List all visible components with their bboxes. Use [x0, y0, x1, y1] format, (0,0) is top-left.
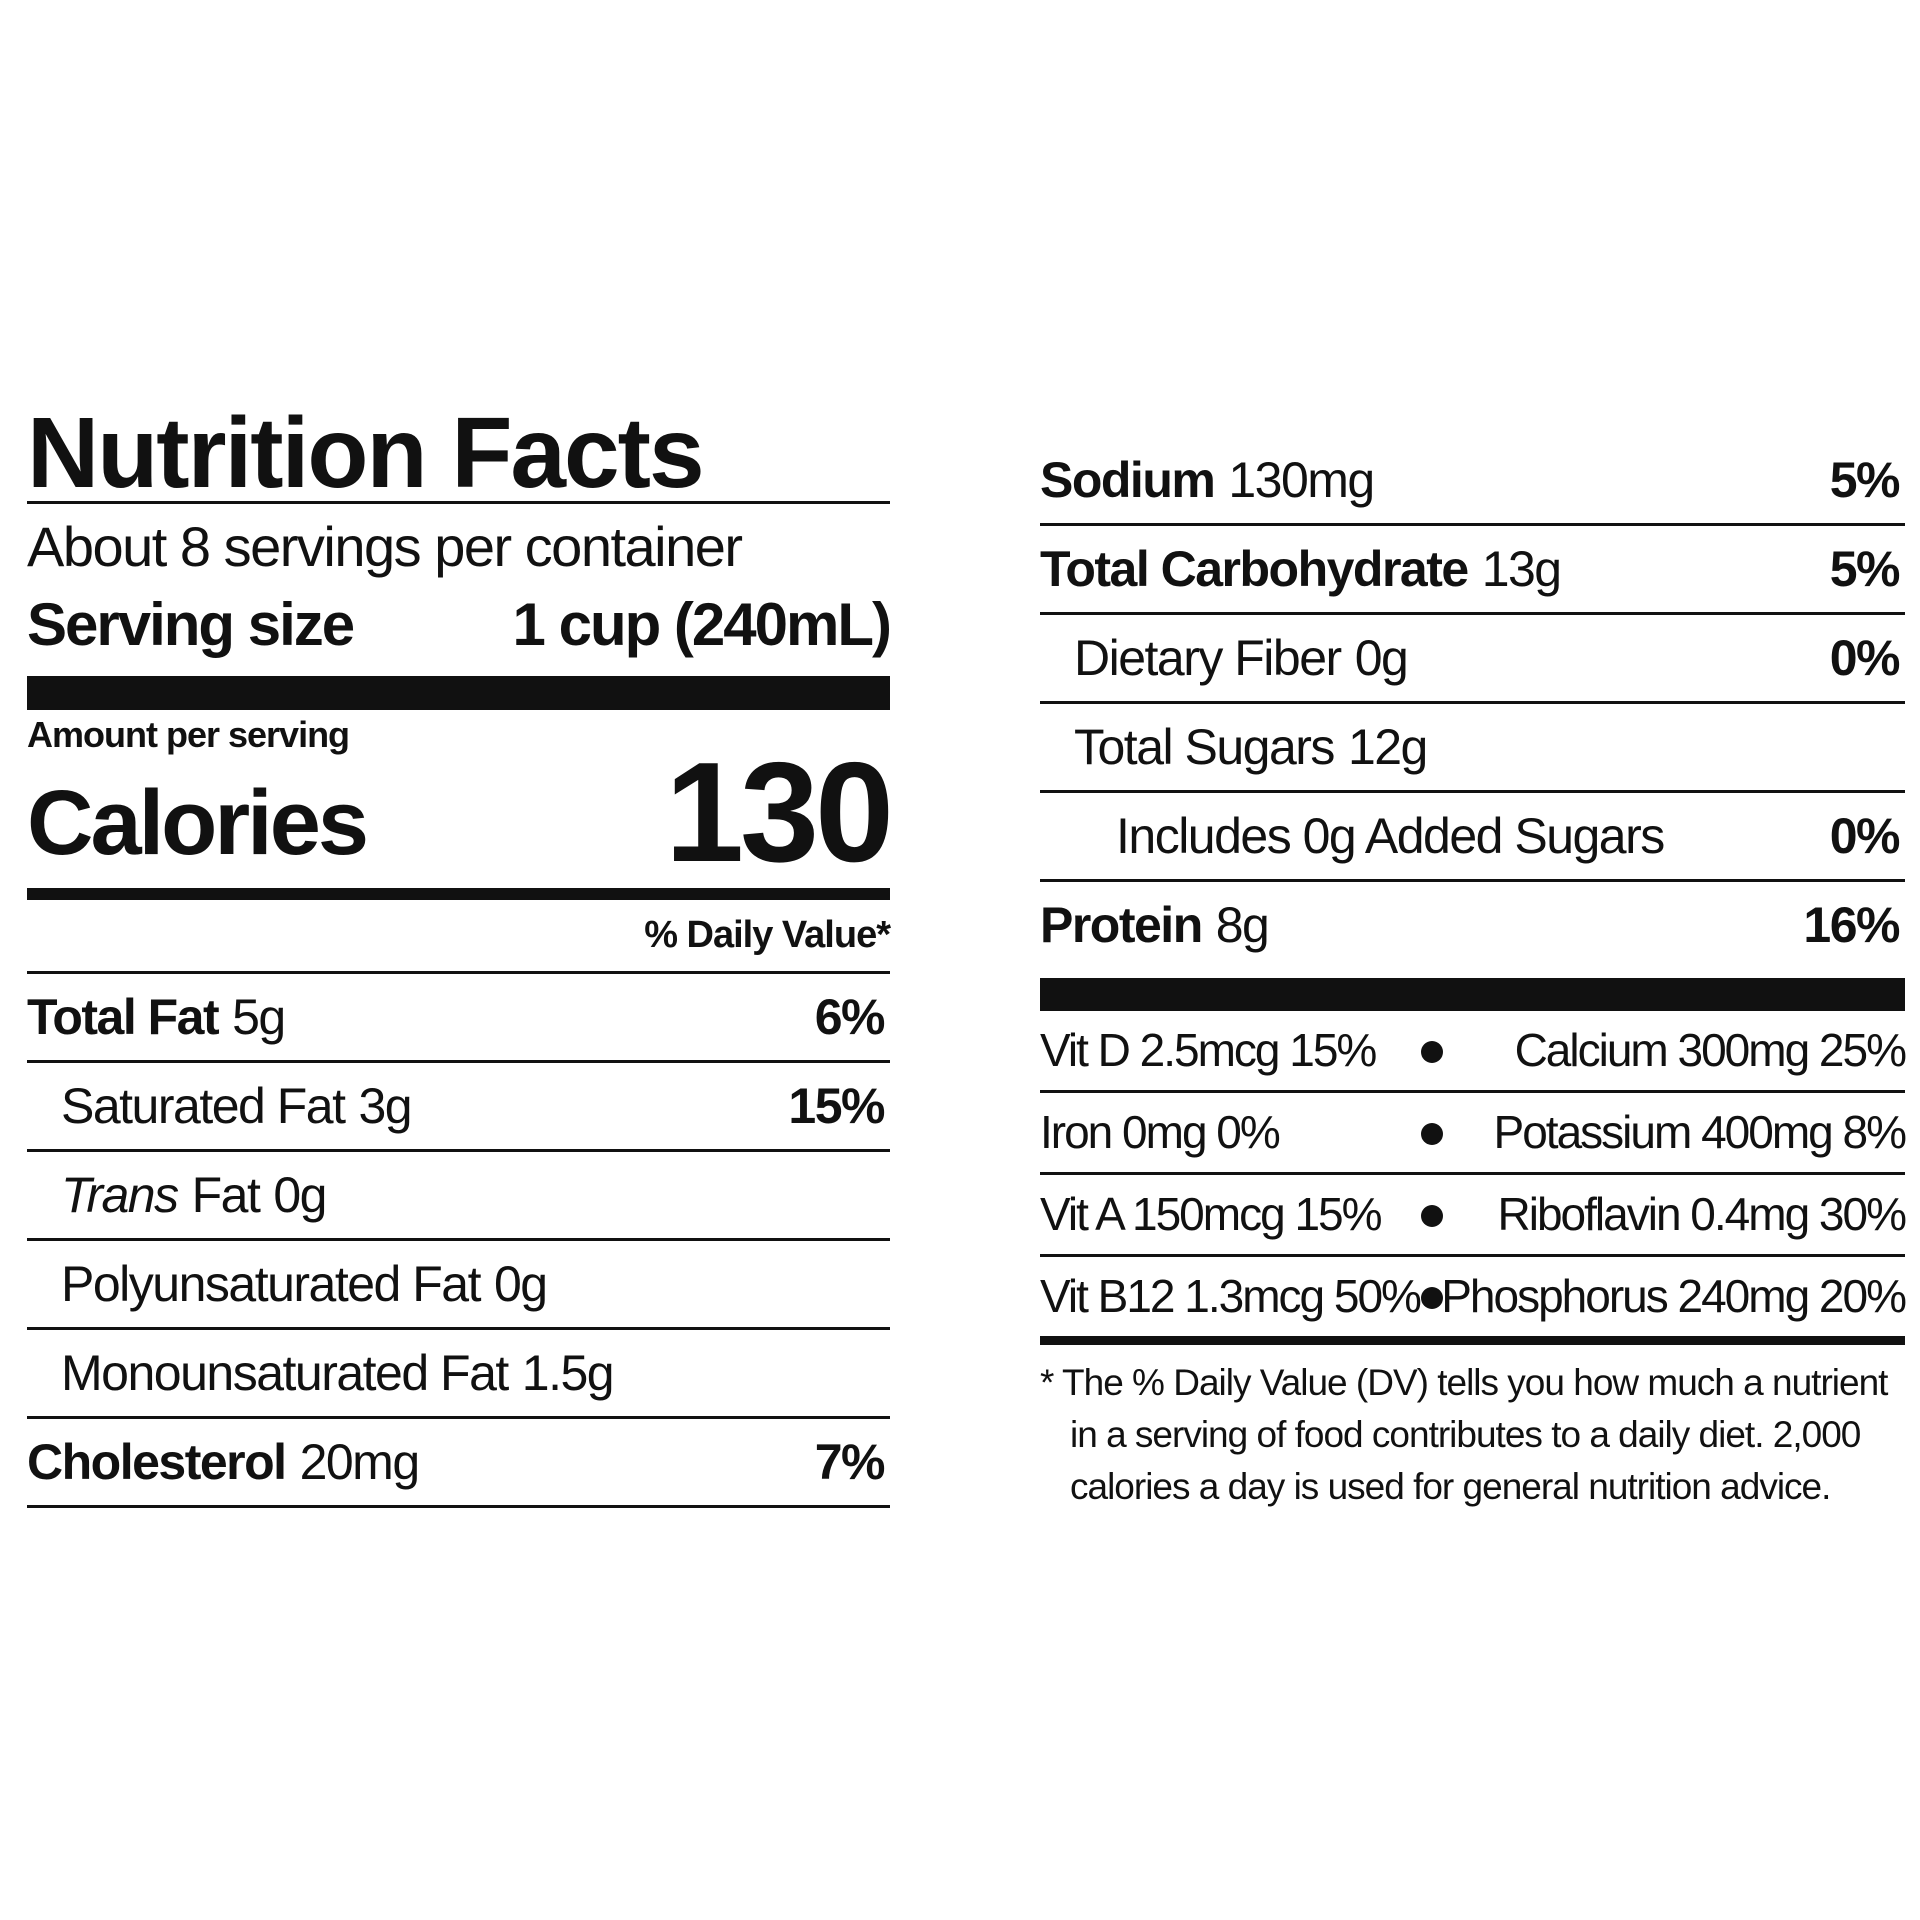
- bullet: [1421, 1041, 1443, 1063]
- nutrient-row: Monounsaturated Fat 1.5g: [27, 1330, 890, 1419]
- vitamin-right: Calcium 300mg 25%: [1514, 1024, 1907, 1076]
- bullet: [1421, 1205, 1443, 1227]
- left-panel: Nutrition Facts About 8 servings per con…: [27, 403, 894, 1508]
- nutrient-row: Includes 0g Added Sugars 0%: [1040, 793, 1905, 882]
- vitamin-left: Iron 0mg 0%: [1040, 1106, 1281, 1158]
- nutrient-amount: 8g: [1215, 897, 1270, 953]
- vitamin-left: Vit A 150mcg 15%: [1040, 1188, 1383, 1240]
- nutrient-dv: 0%: [1829, 630, 1901, 686]
- vitamin-right: Potassium 400mg 8%: [1493, 1106, 1907, 1158]
- nutrient-name: Total Sugars: [1074, 719, 1335, 775]
- serving-size: Serving size 1 cup (240mL): [27, 582, 892, 668]
- nutrient-amount: 20mg: [299, 1434, 421, 1490]
- nutrient-row: Total Fat 5g 6%: [27, 974, 890, 1063]
- nutrient-row: Dietary Fiber 0g 0%: [1040, 615, 1905, 704]
- calories-value: 130: [665, 733, 894, 892]
- medium-rule: [27, 888, 890, 900]
- thick-rule: [27, 676, 890, 710]
- nutrient-dv: 5%: [1829, 452, 1901, 508]
- nutrient-row: Trans Fat 0g: [27, 1152, 890, 1241]
- vitamin-row: Vit B12 1.3mcg 50% Phosphorus 240mg 20%: [1040, 1257, 1907, 1345]
- nutrient-row: Saturated Fat 3g 15%: [27, 1063, 890, 1152]
- serving-size-label: Serving size: [27, 591, 355, 658]
- nutrient-name: Polyunsaturated Fat: [61, 1256, 482, 1312]
- nutrient-row: Total Carbohydrate 13g 5%: [1040, 526, 1905, 615]
- nutrient-amount: 130mg: [1228, 452, 1375, 508]
- bullet: [1421, 1123, 1443, 1145]
- nutrient-name: Fat: [191, 1167, 261, 1223]
- thick-rule: [1040, 978, 1905, 1011]
- servings-per-container: About 8 servings per container: [27, 515, 743, 578]
- nutrient-amount: 13g: [1481, 541, 1562, 597]
- nutrient-amount: 0g: [1354, 630, 1409, 686]
- nutrient-dv: 15%: [788, 1078, 885, 1134]
- nutrient-amount: 3g: [358, 1078, 412, 1134]
- vitamin-left: Vit B12 1.3mcg 50%: [1040, 1270, 1422, 1322]
- nutrient-dv: 0%: [1829, 808, 1901, 864]
- vitamin-row: Vit A 150mcg 15% Riboflavin 0.4mg 30%: [1040, 1175, 1907, 1257]
- nutrient-row: Cholesterol 20mg 7%: [27, 1419, 890, 1508]
- nutrient-amount: 0g: [273, 1167, 327, 1223]
- nutrient-row: Total Sugars 12g: [1040, 704, 1905, 793]
- bullet: [1421, 1287, 1443, 1309]
- vitamin-right: Phosphorus 240mg 20%: [1441, 1270, 1907, 1322]
- vitamin-right: Riboflavin 0.4mg 30%: [1497, 1188, 1907, 1240]
- nutrient-row: Sodium 130mg 5%: [1040, 437, 1905, 526]
- nutrient-name: Monounsaturated Fat: [61, 1345, 509, 1401]
- nutrient-row: Protein 8g 16%: [1040, 882, 1905, 968]
- label-title: Nutrition Facts: [27, 403, 890, 504]
- nutrient-name: Cholesterol: [27, 1434, 287, 1490]
- nutrient-name: Saturated Fat: [61, 1078, 346, 1134]
- nutrient-name: Total Fat: [27, 989, 220, 1045]
- calories: Calories 130: [27, 742, 894, 884]
- nutrient-amount: 1.5g: [521, 1345, 615, 1401]
- serving-size-value: 1 cup (240mL): [512, 591, 892, 658]
- right-panel: Sodium 130mg 5% Total Carbohydrate 13g 5% …: [1040, 437, 1907, 1513]
- vitamin-row: Iron 0mg 0% Potassium 400mg 8%: [1040, 1093, 1907, 1175]
- vitamin-left: Vit D 2.5mcg 15%: [1040, 1024, 1377, 1076]
- nutrient-amount: 5g: [232, 989, 286, 1045]
- calories-label: Calories: [27, 772, 369, 874]
- nutrient-amount: 0g: [494, 1256, 548, 1312]
- nutrient-name-italic: Trans: [61, 1167, 179, 1223]
- footnote: * The % Daily Value (DV) tells you how m…: [1040, 1362, 1888, 1507]
- nutrient-name: Dietary Fiber: [1074, 630, 1342, 686]
- nutrient-amount: 12g: [1347, 719, 1428, 775]
- nutrient-name: Includes 0g Added Sugars: [1116, 808, 1665, 864]
- nutrient-dv: 5%: [1829, 541, 1901, 597]
- nutrient-name: Sodium: [1040, 452, 1216, 508]
- vitamin-row: Vit D 2.5mcg 15% Calcium 300mg 25%: [1040, 1011, 1907, 1093]
- nutrient-dv: 7%: [814, 1434, 886, 1490]
- nutrient-dv: 6%: [814, 989, 886, 1045]
- nutrient-name: Protein: [1040, 897, 1203, 953]
- nutrient-name: Total Carbohydrate: [1040, 541, 1469, 597]
- daily-value-header: % Daily Value*: [27, 900, 891, 974]
- nutrient-dv: 16%: [1803, 897, 1900, 953]
- amount-per-serving: Amount per serving: [27, 714, 350, 755]
- nutrient-row: Polyunsaturated Fat 0g: [27, 1241, 890, 1330]
